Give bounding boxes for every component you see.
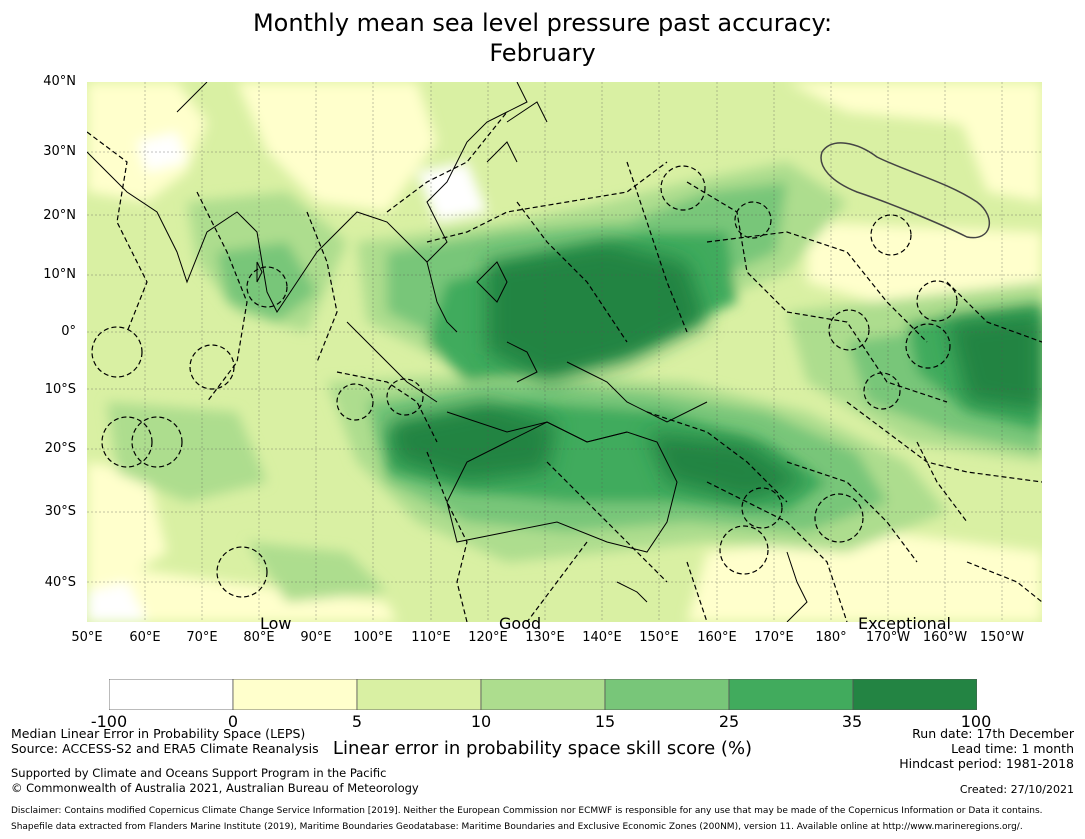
colorbar-swatch <box>852 678 978 711</box>
lon-label-130e: 130°E <box>525 630 565 645</box>
lat-label-40s: 40°S <box>44 575 76 590</box>
lat-label-30n: 30°N <box>43 144 76 159</box>
footer-run-date: Run date: 17th December <box>912 726 1074 741</box>
lon-label-170w: 170°W <box>865 630 911 645</box>
colorbar-swatch <box>108 678 234 711</box>
title-line-1: Monthly mean sea level pressure past acc… <box>252 9 833 37</box>
lon-label-100e: 100°E <box>353 630 393 645</box>
lat-label-10n: 10°N <box>43 267 76 282</box>
footer-lead-time: Lead time: 1 month <box>951 741 1074 756</box>
lon-label-110e: 110°E <box>411 630 451 645</box>
skill-map <box>86 81 1043 623</box>
colorbar-swatch <box>604 678 730 711</box>
lat-label-30s: 30°S <box>44 504 76 519</box>
title-line-2: February <box>489 39 596 67</box>
band-label-exceptional: Exceptional <box>858 614 951 633</box>
footer-shapefile-credit: Shapefile data extracted from Flanders M… <box>11 822 1023 832</box>
lon-label-70e: 70°E <box>186 630 218 645</box>
lat-label-0: 0° <box>61 324 76 339</box>
footer-support: Supported by Climate and Oceans Support … <box>11 766 387 780</box>
page-title: Monthly mean sea level pressure past acc… <box>0 8 1085 68</box>
lon-label-160e: 160°E <box>697 630 737 645</box>
colorbar-tick: 100 <box>960 712 992 731</box>
eez-boundaries <box>86 111 1043 623</box>
footer-disclaimer: Disclaimer: Contains modified Copernicus… <box>11 806 1043 816</box>
highlighted-region-outline <box>820 142 991 239</box>
lat-label-40n: 40°N <box>43 74 76 89</box>
lon-label-160w: 160°W <box>922 630 968 645</box>
colorbar-swatch <box>480 678 606 711</box>
footer-copyright: © Commonwealth of Australia 2021, Austra… <box>11 781 419 795</box>
high-skill-fields <box>387 242 1042 502</box>
colorbar-svg <box>108 678 978 711</box>
colorbar <box>108 678 978 711</box>
lon-label-80e: 80°E <box>243 630 275 645</box>
footer-created: Created: 27/10/2021 <box>959 783 1074 796</box>
coastlines <box>86 81 808 623</box>
lat-label-20s: 20°S <box>44 441 76 456</box>
footer-hindcast: Hindcast period: 1981-2018 <box>899 756 1074 771</box>
colorbar-tick: 10 <box>470 712 492 731</box>
lon-label-140e: 140°E <box>582 630 622 645</box>
lon-label-90e: 90°E <box>300 630 332 645</box>
colorbar-label: Linear error in probability space skill … <box>332 738 753 759</box>
lat-label-10s: 10°S <box>44 382 76 397</box>
colorbar-swatch <box>232 678 358 711</box>
graticule <box>87 82 1042 622</box>
lon-label-150w: 150°W <box>979 630 1025 645</box>
colorbar-tick: 5 <box>351 712 363 731</box>
band-label-good: Good <box>499 614 542 633</box>
footer-leps: Median Linear Error in Probability Space… <box>11 726 306 741</box>
footer-source: Source: ACCESS-S2 and ERA5 Climate Reana… <box>11 741 319 756</box>
colorbar-tick: 25 <box>718 712 740 731</box>
band-label-low: Low <box>260 614 292 633</box>
lon-label-150e: 150°E <box>639 630 679 645</box>
colorbar-tick: 15 <box>594 712 616 731</box>
skill-map-svg <box>86 81 1043 623</box>
colorbar-swatch <box>728 678 854 711</box>
colorbar-swatch <box>356 678 482 711</box>
colorbar-tick: 0 <box>227 712 239 731</box>
colorbar-tick: -100 <box>90 712 128 731</box>
lon-label-120e: 120°E <box>468 630 508 645</box>
lon-label-50e: 50°E <box>71 630 103 645</box>
lon-label-60e: 60°E <box>129 630 161 645</box>
lon-label-170e: 170°E <box>754 630 794 645</box>
lat-label-20n: 20°N <box>43 208 76 223</box>
colorbar-tick: 35 <box>841 712 863 731</box>
lon-label-180: 180° <box>815 630 847 645</box>
